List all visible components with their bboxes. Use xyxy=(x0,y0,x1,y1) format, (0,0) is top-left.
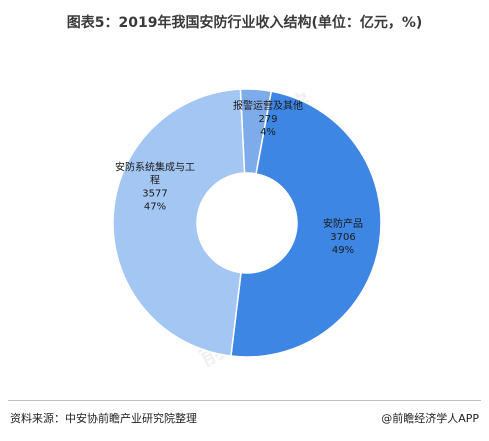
slice-label: 报警运营及其他 xyxy=(233,99,303,112)
slice-value: 3577 xyxy=(142,189,167,200)
pie-slice xyxy=(112,88,246,357)
slice-label: 安防产品 xyxy=(323,217,363,230)
chart-title: 图表5：2019年我国安防行业收入结构(单位：亿元，%) xyxy=(66,15,423,31)
slice-percent: 47% xyxy=(144,202,166,213)
slice-label: 程 xyxy=(150,175,160,187)
slice-value: 279 xyxy=(258,114,277,125)
slice-percent: 4% xyxy=(260,127,276,138)
source-note: 资料来源：中安协前瞻产业研究院整理 xyxy=(10,412,197,425)
slice-value: 3706 xyxy=(330,232,355,243)
slice-percent: 49% xyxy=(332,245,354,256)
pie-slice xyxy=(230,90,382,358)
footer-divider xyxy=(8,400,481,401)
slice-label: 安防系统集成与工 xyxy=(115,161,195,174)
brand-label: @前瞻经济学人APP xyxy=(381,412,479,425)
